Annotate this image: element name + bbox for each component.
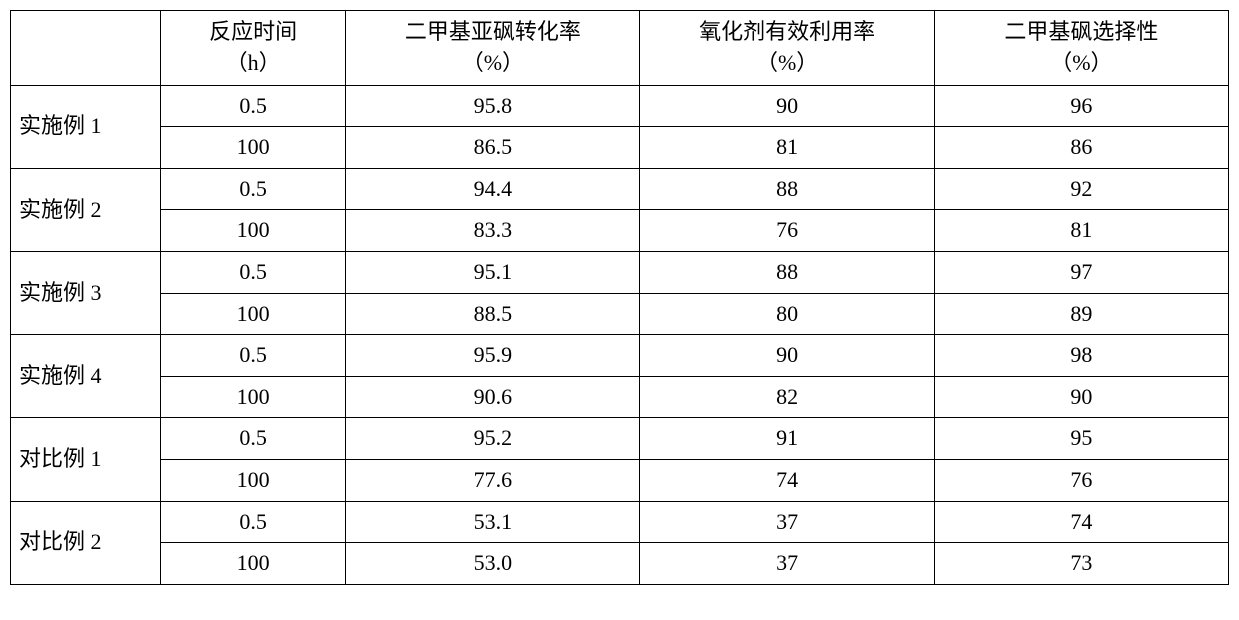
- cell-sel: 81: [934, 210, 1228, 252]
- cell-util: 76: [640, 210, 934, 252]
- header-utilization: 氧化剂有效利用率 （%）: [640, 11, 934, 86]
- cell-conv: 86.5: [346, 127, 640, 169]
- group-label: 对比例 2: [11, 501, 161, 584]
- table-row: 100 77.6 74 76: [11, 459, 1229, 501]
- table-row: 100 86.5 81 86: [11, 127, 1229, 169]
- cell-conv: 77.6: [346, 459, 640, 501]
- header-selectivity: 二甲基砜选择性 （%）: [934, 11, 1228, 86]
- cell-util: 74: [640, 459, 934, 501]
- cell-sel: 89: [934, 293, 1228, 335]
- cell-util: 88: [640, 168, 934, 210]
- cell-util: 37: [640, 501, 934, 543]
- cell-time: 100: [161, 293, 346, 335]
- cell-sel: 86: [934, 127, 1228, 169]
- cell-time: 100: [161, 543, 346, 585]
- group-label: 实施例 3: [11, 251, 161, 334]
- cell-conv: 53.1: [346, 501, 640, 543]
- cell-util: 82: [640, 376, 934, 418]
- cell-time: 0.5: [161, 85, 346, 127]
- table-row: 100 90.6 82 90: [11, 376, 1229, 418]
- cell-sel: 74: [934, 501, 1228, 543]
- cell-sel: 92: [934, 168, 1228, 210]
- cell-sel: 76: [934, 459, 1228, 501]
- cell-conv: 95.9: [346, 335, 640, 377]
- cell-sel: 73: [934, 543, 1228, 585]
- cell-conv: 95.8: [346, 85, 640, 127]
- table-row: 100 88.5 80 89: [11, 293, 1229, 335]
- header-sel-l1: 二甲基砜选择性: [1004, 19, 1158, 44]
- cell-time: 100: [161, 127, 346, 169]
- header-conv-l2: （%）: [462, 50, 524, 75]
- cell-util: 90: [640, 335, 934, 377]
- cell-sel: 95: [934, 418, 1228, 460]
- header-time-l2: （h）: [226, 50, 281, 75]
- header-sel-l2: （%）: [1050, 50, 1112, 75]
- cell-util: 90: [640, 85, 934, 127]
- table-row: 100 83.3 76 81: [11, 210, 1229, 252]
- cell-sel: 98: [934, 335, 1228, 377]
- cell-sel: 90: [934, 376, 1228, 418]
- cell-util: 80: [640, 293, 934, 335]
- table-row: 对比例 2 0.5 53.1 37 74: [11, 501, 1229, 543]
- cell-util: 91: [640, 418, 934, 460]
- table-row: 实施例 2 0.5 94.4 88 92: [11, 168, 1229, 210]
- cell-time: 0.5: [161, 251, 346, 293]
- data-table: 反应时间 （h） 二甲基亚砜转化率 （%） 氧化剂有效利用率 （%） 二甲基砜选…: [10, 10, 1229, 585]
- cell-time: 0.5: [161, 335, 346, 377]
- cell-time: 100: [161, 210, 346, 252]
- group-label: 实施例 2: [11, 168, 161, 251]
- header-time-l1: 反应时间: [209, 19, 297, 44]
- cell-conv: 90.6: [346, 376, 640, 418]
- cell-util: 81: [640, 127, 934, 169]
- header-blank: [11, 11, 161, 86]
- cell-conv: 88.5: [346, 293, 640, 335]
- cell-time: 0.5: [161, 168, 346, 210]
- table-row: 对比例 1 0.5 95.2 91 95: [11, 418, 1229, 460]
- table-row: 100 53.0 37 73: [11, 543, 1229, 585]
- cell-conv: 94.4: [346, 168, 640, 210]
- table-body: 实施例 1 0.5 95.8 90 96 100 86.5 81 86 实施例 …: [11, 85, 1229, 584]
- cell-sel: 96: [934, 85, 1228, 127]
- header-conv-l1: 二甲基亚砜转化率: [405, 19, 581, 44]
- cell-util: 37: [640, 543, 934, 585]
- group-label: 对比例 1: [11, 418, 161, 501]
- cell-conv: 95.1: [346, 251, 640, 293]
- group-label: 实施例 1: [11, 85, 161, 168]
- cell-time: 100: [161, 376, 346, 418]
- group-label: 实施例 4: [11, 335, 161, 418]
- table-row: 实施例 4 0.5 95.9 90 98: [11, 335, 1229, 377]
- header-util-l1: 氧化剂有效利用率: [699, 19, 875, 44]
- cell-conv: 83.3: [346, 210, 640, 252]
- header-util-l2: （%）: [756, 50, 818, 75]
- cell-time: 0.5: [161, 501, 346, 543]
- cell-time: 0.5: [161, 418, 346, 460]
- table-row: 实施例 1 0.5 95.8 90 96: [11, 85, 1229, 127]
- table-row: 实施例 3 0.5 95.1 88 97: [11, 251, 1229, 293]
- cell-time: 100: [161, 459, 346, 501]
- header-conversion: 二甲基亚砜转化率 （%）: [346, 11, 640, 86]
- header-row: 反应时间 （h） 二甲基亚砜转化率 （%） 氧化剂有效利用率 （%） 二甲基砜选…: [11, 11, 1229, 86]
- cell-conv: 53.0: [346, 543, 640, 585]
- header-time: 反应时间 （h）: [161, 11, 346, 86]
- cell-conv: 95.2: [346, 418, 640, 460]
- cell-sel: 97: [934, 251, 1228, 293]
- cell-util: 88: [640, 251, 934, 293]
